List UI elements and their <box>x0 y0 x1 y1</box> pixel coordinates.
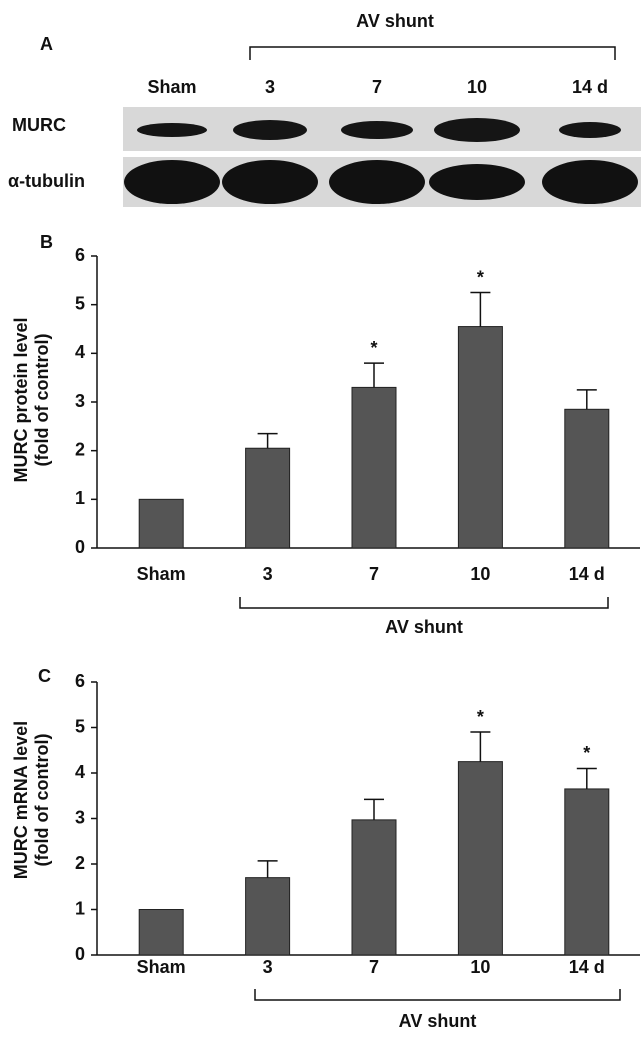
y-tick-label: 0 <box>75 944 85 964</box>
x-tick-label: 14 d <box>569 957 605 977</box>
bar <box>139 499 183 548</box>
lane-label: 3 <box>265 77 275 97</box>
y-tick-label: 1 <box>75 898 85 918</box>
y-tick-label: 6 <box>75 245 85 265</box>
panel-label: A <box>40 34 53 54</box>
blot-band <box>222 160 318 204</box>
figure: A AV shunt MURC α-tubulin Sham371014 dBM… <box>0 0 641 1040</box>
y-tick-label: 3 <box>75 391 85 411</box>
bar <box>139 910 183 956</box>
x-tick-label: Sham <box>137 957 186 977</box>
x-tick-label: 10 <box>470 564 490 584</box>
bracket-label: AV shunt <box>399 1011 477 1031</box>
significance-marker: * <box>370 338 377 358</box>
blot-band <box>434 118 520 142</box>
significance-marker: * <box>477 267 484 287</box>
lane-label: 10 <box>467 77 487 97</box>
x-tick-label: 3 <box>263 564 273 584</box>
bracket <box>255 989 620 1000</box>
lane-label: 7 <box>372 77 382 97</box>
bar <box>458 762 502 955</box>
row-label: MURC <box>12 115 66 135</box>
bar <box>246 448 290 548</box>
bar <box>352 387 396 548</box>
page: A AV shunt MURC α-tubulin Sham371014 dBM… <box>0 0 641 1040</box>
blot-band <box>559 122 621 138</box>
y-tick-label: 0 <box>75 537 85 557</box>
bracket <box>240 597 608 608</box>
y-tick-label: 1 <box>75 488 85 508</box>
blot-band <box>341 121 413 139</box>
significance-marker: * <box>477 707 484 727</box>
y-axis-label: (fold of control) <box>32 734 52 867</box>
significance-marker: * <box>583 743 590 763</box>
x-tick-label: Sham <box>137 564 186 584</box>
lane-label: 14 d <box>572 77 608 97</box>
bar <box>565 409 609 548</box>
y-tick-label: 2 <box>75 439 85 459</box>
panel-label: C <box>38 666 51 686</box>
y-tick-label: 5 <box>75 293 85 313</box>
y-axis-label: MURC protein level <box>11 317 31 482</box>
bar <box>565 789 609 955</box>
y-axis-label: MURC mRNA level <box>11 721 31 879</box>
y-tick-label: 2 <box>75 853 85 873</box>
y-axis-label: (fold of control) <box>32 334 52 467</box>
panel-label: B <box>40 232 53 252</box>
blot-band <box>429 164 525 200</box>
bracket-label: AV shunt <box>385 617 463 637</box>
row-label: α-tubulin <box>8 171 85 191</box>
x-tick-label: 10 <box>470 957 490 977</box>
bar <box>246 878 290 955</box>
y-tick-label: 6 <box>75 671 85 691</box>
y-tick-label: 4 <box>75 342 85 362</box>
blot-band <box>542 160 638 204</box>
x-tick-label: 3 <box>263 957 273 977</box>
y-tick-label: 5 <box>75 716 85 736</box>
blot-band <box>233 120 307 140</box>
blot-band <box>137 123 207 137</box>
lane-label: Sham <box>147 77 196 97</box>
y-tick-label: 4 <box>75 762 85 782</box>
x-tick-label: 7 <box>369 564 379 584</box>
blot-band <box>124 160 220 204</box>
bar <box>352 820 396 955</box>
x-tick-label: 14 d <box>569 564 605 584</box>
bar <box>458 327 502 548</box>
bracket <box>250 47 615 60</box>
x-tick-label: 7 <box>369 957 379 977</box>
bracket-label: AV shunt <box>356 11 434 31</box>
blot-band <box>329 160 425 204</box>
y-tick-label: 3 <box>75 807 85 827</box>
